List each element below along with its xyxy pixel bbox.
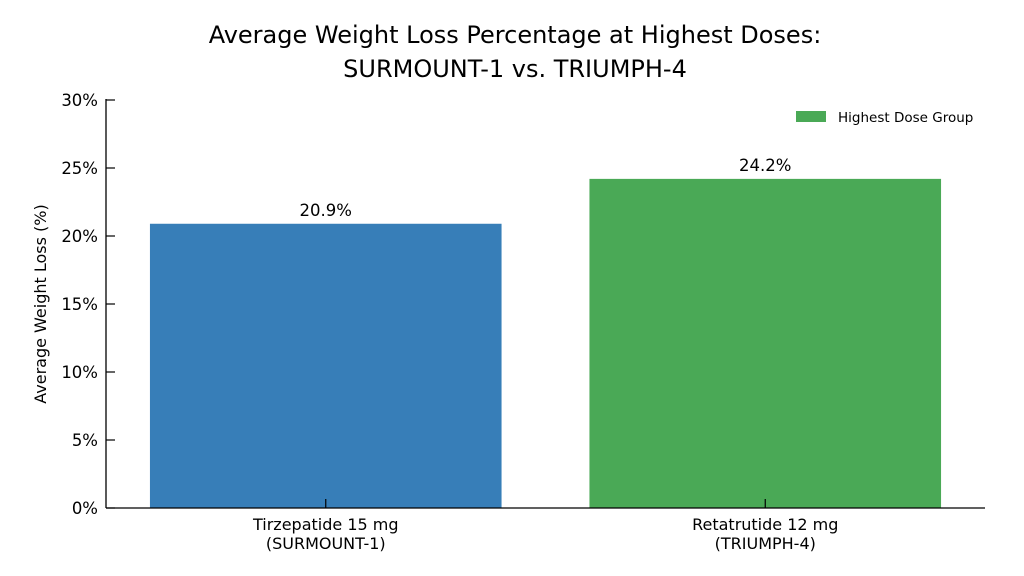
x-tick-label-1-1: (TRIUMPH-4) bbox=[715, 534, 816, 553]
y-tick-label-3: 15% bbox=[61, 295, 98, 314]
bar-1 bbox=[589, 178, 942, 508]
x-tick-label-0-0: Tirzepatide 15 mg bbox=[252, 515, 399, 534]
legend-swatch bbox=[796, 111, 826, 122]
y-tick-label-5: 25% bbox=[61, 159, 98, 178]
y-tick-label-2: 10% bbox=[61, 363, 98, 382]
y-tick-label-1: 5% bbox=[72, 431, 98, 450]
chart-title-line-1: Average Weight Loss Percentage at Highes… bbox=[209, 21, 822, 49]
y-axis-label: Average Weight Loss (%) bbox=[31, 204, 50, 403]
x-tick-label-0-1: (SURMOUNT-1) bbox=[266, 534, 386, 553]
data-label-0: 20.9% bbox=[300, 201, 352, 220]
chart-title-line-2: SURMOUNT-1 vs. TRIUMPH-4 bbox=[343, 55, 687, 83]
data-label-1: 24.2% bbox=[739, 156, 791, 175]
y-tick-label-0: 0% bbox=[72, 499, 98, 518]
y-tick-label-4: 20% bbox=[61, 227, 98, 246]
legend: Highest Dose Group bbox=[796, 110, 973, 126]
legend-label: Highest Dose Group bbox=[838, 110, 973, 126]
y-tick-label-6: 30% bbox=[61, 91, 98, 110]
x-tick-label-1-0: Retatrutide 12 mg bbox=[692, 515, 838, 534]
bar-0 bbox=[149, 223, 502, 508]
